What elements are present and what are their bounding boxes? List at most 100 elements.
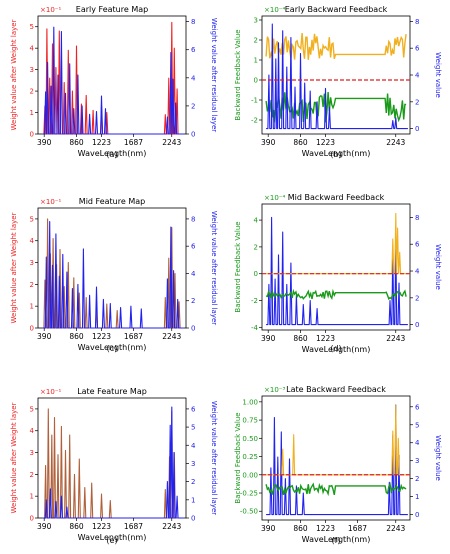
y-tick-label-left: 0 bbox=[30, 131, 34, 139]
y-tick-label-left: 0.25 bbox=[242, 453, 258, 461]
series-positive-feedback bbox=[266, 404, 408, 476]
y-tick-label-right: 8 bbox=[415, 18, 419, 26]
y-tick-label-right: 2 bbox=[415, 475, 419, 483]
y-tick-label-right: 8 bbox=[191, 18, 195, 26]
scale-label: ×10⁻⁴ bbox=[264, 194, 285, 202]
y-tick-label-left: 2 bbox=[30, 88, 34, 96]
y-tick-label-right: 0 bbox=[191, 131, 195, 139]
y-tick-label-left: -2 bbox=[251, 297, 258, 305]
feedback-band-negative-feedback bbox=[265, 481, 407, 497]
y-tick-label-left: 0 bbox=[254, 77, 258, 85]
y-tick-label-right: 6 bbox=[415, 45, 420, 53]
y-tick-label-left: -0.50 bbox=[240, 508, 258, 516]
panel-caption: (e) bbox=[106, 536, 117, 545]
y-tick-label-left: 0 bbox=[254, 270, 258, 278]
x-tick-label: 390 bbox=[261, 524, 276, 533]
y-tick-label-left: 4 bbox=[30, 237, 35, 245]
x-tick-label: 2243 bbox=[386, 334, 405, 343]
x-tick-label: 860 bbox=[69, 138, 84, 147]
y-tick-label-left: 1 bbox=[30, 109, 34, 117]
x-tick-label: 2243 bbox=[386, 138, 405, 147]
x-tick-label: 860 bbox=[69, 332, 84, 341]
y-tick-label-left: 2 bbox=[30, 281, 34, 289]
y-axis-label-right: Weight value after residual layer bbox=[210, 401, 218, 515]
y-tick-label-right: 1 bbox=[415, 493, 419, 501]
y-tick-label-right: 2 bbox=[415, 294, 419, 302]
series-positive-feedback bbox=[266, 212, 408, 275]
y-axis-label-left: Weight value after Weight layer bbox=[10, 19, 18, 130]
y-tick-label-right: 2 bbox=[191, 478, 195, 486]
x-tick-label: 860 bbox=[293, 334, 308, 343]
x-tick-label: 2243 bbox=[162, 522, 181, 531]
series-weight-layer bbox=[42, 21, 184, 135]
y-tick-label-left: 4 bbox=[30, 45, 35, 53]
y-tick-label-left: 0 bbox=[30, 325, 34, 333]
y-axis-label-right: Weight value bbox=[434, 52, 442, 98]
series-weight bbox=[266, 23, 408, 130]
x-tick-label: 2243 bbox=[386, 524, 405, 533]
y-axis-label-left: Backward Feedback Value bbox=[234, 221, 242, 312]
y-tick-label-left: 1.00 bbox=[242, 398, 258, 406]
y-tick-label-left: 5 bbox=[30, 215, 34, 223]
y-tick-label-left: 0.00 bbox=[242, 471, 258, 479]
x-tick-label: 1223 bbox=[92, 138, 111, 147]
x-tick-label: 860 bbox=[69, 522, 84, 531]
x-tick-label: 1687 bbox=[124, 332, 143, 341]
y-tick-label-right: 1 bbox=[191, 496, 195, 504]
y-tick-label-right: 8 bbox=[415, 214, 419, 222]
chart-title: Early Feature Map bbox=[76, 5, 148, 14]
x-tick-label: 390 bbox=[37, 522, 52, 531]
panel-caption: (d) bbox=[330, 344, 341, 353]
y-tick-label-left: 0.75 bbox=[242, 417, 258, 425]
y-tick-label-left: 2 bbox=[30, 471, 34, 479]
x-axis-label: WaveLength(nm) bbox=[78, 533, 147, 542]
y-axis-label-right: Weight value bbox=[434, 435, 442, 481]
scale-label: ×10⁻¹ bbox=[40, 388, 61, 396]
y-axis-label-left: Backward Feedback Value bbox=[234, 412, 242, 503]
y-axis-label-right: Weight value bbox=[434, 244, 442, 290]
y-tick-label-right: 5 bbox=[191, 424, 195, 432]
plot-frame bbox=[261, 395, 411, 521]
y-tick-label-right: 6 bbox=[415, 403, 420, 411]
x-axis-label: WaveLength(nm) bbox=[78, 149, 147, 158]
y-tick-label-right: 8 bbox=[191, 215, 195, 223]
y-tick-label-right: 6 bbox=[191, 405, 196, 413]
y-tick-label-left: 3 bbox=[30, 66, 34, 74]
y-tick-label-right: 4 bbox=[191, 442, 196, 450]
x-tick-label: 390 bbox=[261, 138, 276, 147]
y-axis-label-left: Weight value after Weight layer bbox=[10, 212, 18, 323]
y-tick-label-right: 0 bbox=[415, 125, 419, 133]
scale-label: ×10⁻¹ bbox=[40, 198, 61, 206]
y-tick-label-left: 0 bbox=[30, 515, 34, 523]
y-tick-label-left: -4 bbox=[251, 324, 259, 332]
y-tick-label-right: 5 bbox=[415, 421, 419, 429]
plot-frame bbox=[261, 15, 411, 135]
scale-label: ×10⁻¹ bbox=[40, 6, 61, 14]
series-weight bbox=[266, 216, 408, 326]
feedback-band-positive-feedback bbox=[265, 32, 407, 60]
panel-caption: (f) bbox=[331, 536, 340, 545]
y-tick-label-right: 3 bbox=[415, 457, 419, 465]
series-residual-layer bbox=[42, 221, 184, 329]
y-tick-label-right: 2 bbox=[191, 297, 195, 305]
series-residual-layer bbox=[42, 26, 184, 135]
series-weight-layer bbox=[42, 408, 184, 519]
x-tick-label: 390 bbox=[37, 138, 52, 147]
y-axis-label-right: Weight value after residual layer bbox=[210, 211, 218, 325]
y-tick-label-right: 4 bbox=[191, 74, 196, 82]
x-tick-label: 1223 bbox=[316, 138, 335, 147]
scale-label: ×10⁻³ bbox=[264, 386, 285, 394]
y-tick-label-left: 1 bbox=[30, 303, 34, 311]
y-tick-label-left: 3 bbox=[30, 259, 34, 267]
x-tick-label: 1223 bbox=[92, 522, 111, 531]
y-tick-label-left: 3 bbox=[254, 17, 258, 25]
x-tick-label: 1223 bbox=[316, 334, 335, 343]
y-tick-label-right: 4 bbox=[415, 439, 420, 447]
scale-label: ×10⁻⁴ bbox=[264, 6, 285, 14]
y-tick-label-right: 0 bbox=[191, 515, 195, 523]
x-axis-label: WaveLength(nm) bbox=[78, 343, 147, 352]
feedback-band-negative-feedback bbox=[265, 288, 407, 301]
y-axis-label-right: Weight value after residual layer bbox=[210, 18, 218, 132]
y-axis-label-left: Backward Feedback Value bbox=[234, 29, 242, 120]
x-tick-label: 1223 bbox=[92, 332, 111, 341]
